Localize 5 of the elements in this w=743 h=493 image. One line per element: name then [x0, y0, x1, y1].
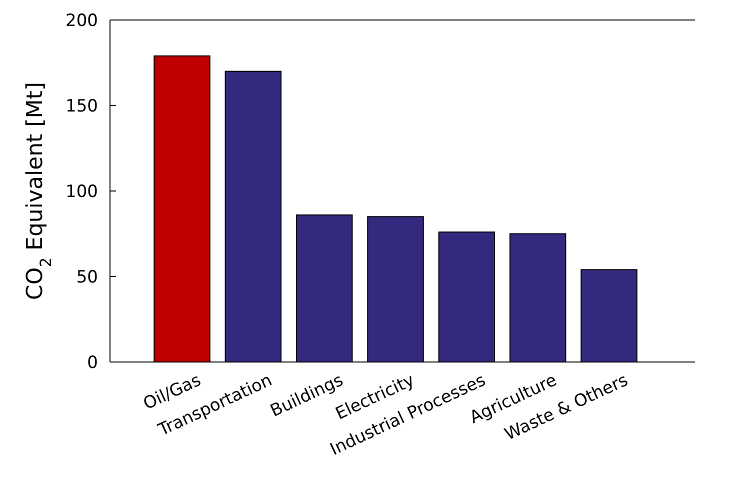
y-tick-label: 100: [66, 182, 98, 202]
y-tick-label: 150: [66, 96, 98, 116]
y-tick-label: 200: [66, 10, 98, 31]
y-tick-label: 50: [76, 267, 98, 288]
y-tick-label: 0: [87, 352, 98, 373]
